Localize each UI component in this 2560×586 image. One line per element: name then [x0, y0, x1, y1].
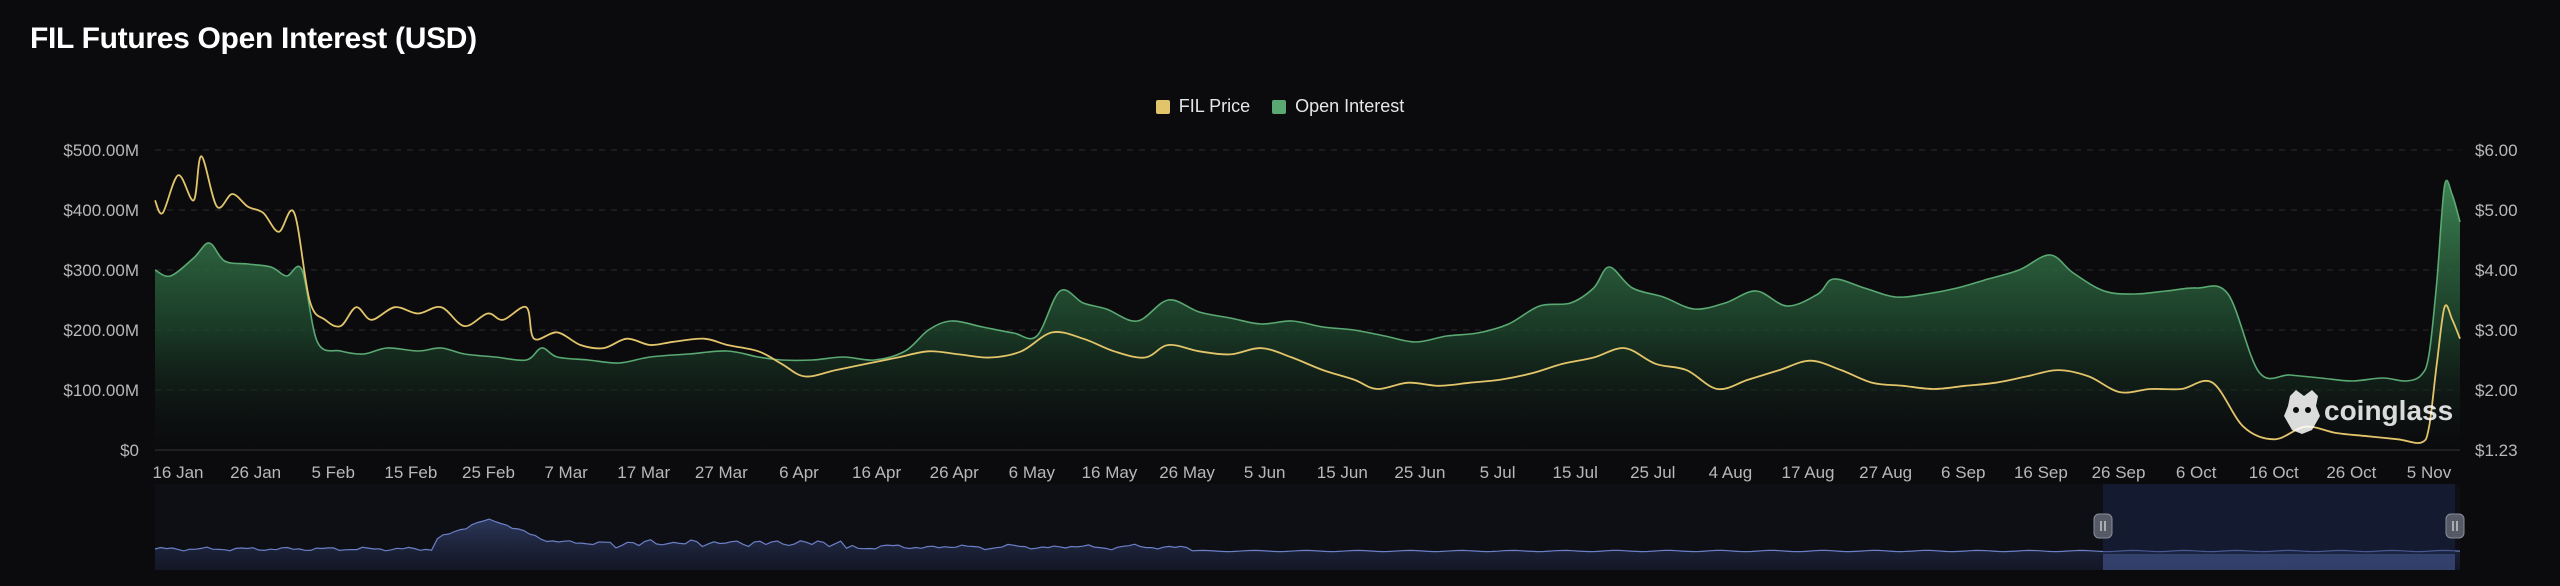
legend-item-fil-price[interactable]: FIL Price: [1155, 96, 1251, 117]
x-tick-label: 5 Nov: [2407, 463, 2452, 482]
legend: FIL Price Open Interest: [0, 96, 2560, 117]
x-tick-label: 27 Mar: [695, 463, 748, 482]
x-tick-label: 16 Oct: [2249, 463, 2299, 482]
open-interest-line: [154, 179, 2461, 382]
y-left-tick-label: $500.00M: [63, 141, 139, 160]
x-tick-label: 26 Sep: [2092, 463, 2146, 482]
y-left-tick-label: $200.00M: [63, 321, 139, 340]
x-tick-label: 27 Aug: [1859, 463, 1912, 482]
y-left-tick-label: $100.00M: [63, 381, 139, 400]
x-tick-label: 17 Aug: [1782, 463, 1835, 482]
x-tick-label: 26 Jan: [230, 463, 281, 482]
watermark-text: coinglass: [2324, 395, 2453, 426]
y-right-tick-label: $4.00: [2475, 261, 2518, 280]
x-tick-label: 16 Apr: [852, 463, 901, 482]
chart-title: FIL Futures Open Interest (USD): [30, 22, 477, 55]
x-tick-label: 16 May: [1082, 463, 1138, 482]
x-tick-label: 5 Jun: [1244, 463, 1286, 482]
navigator-selection-bar[interactable]: [2103, 554, 2455, 570]
navigator-area: [155, 519, 2460, 570]
navigator-line: [154, 518, 2461, 553]
y-right-tick-label: $5.00: [2475, 201, 2518, 220]
coinglass-logo-icon: [2284, 390, 2320, 434]
legend-swatch-fil-price: [1155, 99, 1170, 114]
x-tick-label: 17 Mar: [617, 463, 670, 482]
x-tick-label: 25 Feb: [462, 463, 515, 482]
x-tick-label: 5 Jul: [1480, 463, 1516, 482]
y-left-tick-label: $300.00M: [63, 261, 139, 280]
x-tick-label: 16 Jan: [152, 463, 203, 482]
navigator-handle-left[interactable]: [2093, 513, 2113, 539]
x-tick-label: 15 Feb: [384, 463, 437, 482]
x-tick-label: 6 May: [1009, 463, 1056, 482]
y-left-tick-label: $400.00M: [63, 201, 139, 220]
legend-label-fil-price: FIL Price: [1178, 96, 1251, 116]
x-tick-label: 4 Aug: [1709, 463, 1753, 482]
legend-item-open-interest[interactable]: Open Interest: [1272, 96, 1404, 117]
axes: $0 $100.00M $200.00M $300.00M $400.00M $500.0…: [63, 141, 2517, 482]
fil-price-line: [154, 155, 2461, 444]
legend-swatch-open-interest: [1272, 99, 1287, 114]
x-tick-label: 5 Feb: [311, 463, 354, 482]
open-interest-series: [154, 179, 2461, 450]
x-tick-label: 6 Apr: [779, 463, 819, 482]
x-tick-label: 16 Sep: [2014, 463, 2068, 482]
open-interest-area: [155, 180, 2460, 450]
x-tick-label: 26 May: [1159, 463, 1215, 482]
x-tick-label: 25 Jul: [1630, 463, 1675, 482]
x-tick-label: 6 Oct: [2176, 463, 2217, 482]
x-tick-label: 6 Sep: [1941, 463, 1985, 482]
x-tick-label: 25 Jun: [1394, 463, 1445, 482]
x-tick-label: 26 Oct: [2326, 463, 2376, 482]
legend-label-open-interest: Open Interest: [1295, 96, 1405, 116]
x-tick-label: 26 Apr: [930, 463, 979, 482]
y-right-tick-label: $3.00: [2475, 321, 2518, 340]
y-right-tick-label: $2.00: [2475, 381, 2518, 400]
fil-price-series: [154, 155, 2461, 444]
navigator-handle-right[interactable]: [2445, 513, 2465, 539]
coinglass-watermark: coinglass: [2284, 390, 2453, 434]
y-right-tick-label: $1.23: [2475, 441, 2518, 460]
x-tick-label: 15 Jul: [1552, 463, 1597, 482]
x-tick-label: 7 Mar: [544, 463, 588, 482]
x-tick-label: 15 Jun: [1317, 463, 1368, 482]
y-left-tick-label: $0: [120, 441, 139, 460]
navigator[interactable]: [154, 484, 2465, 570]
y-right-tick-label: $6.00: [2475, 141, 2518, 160]
